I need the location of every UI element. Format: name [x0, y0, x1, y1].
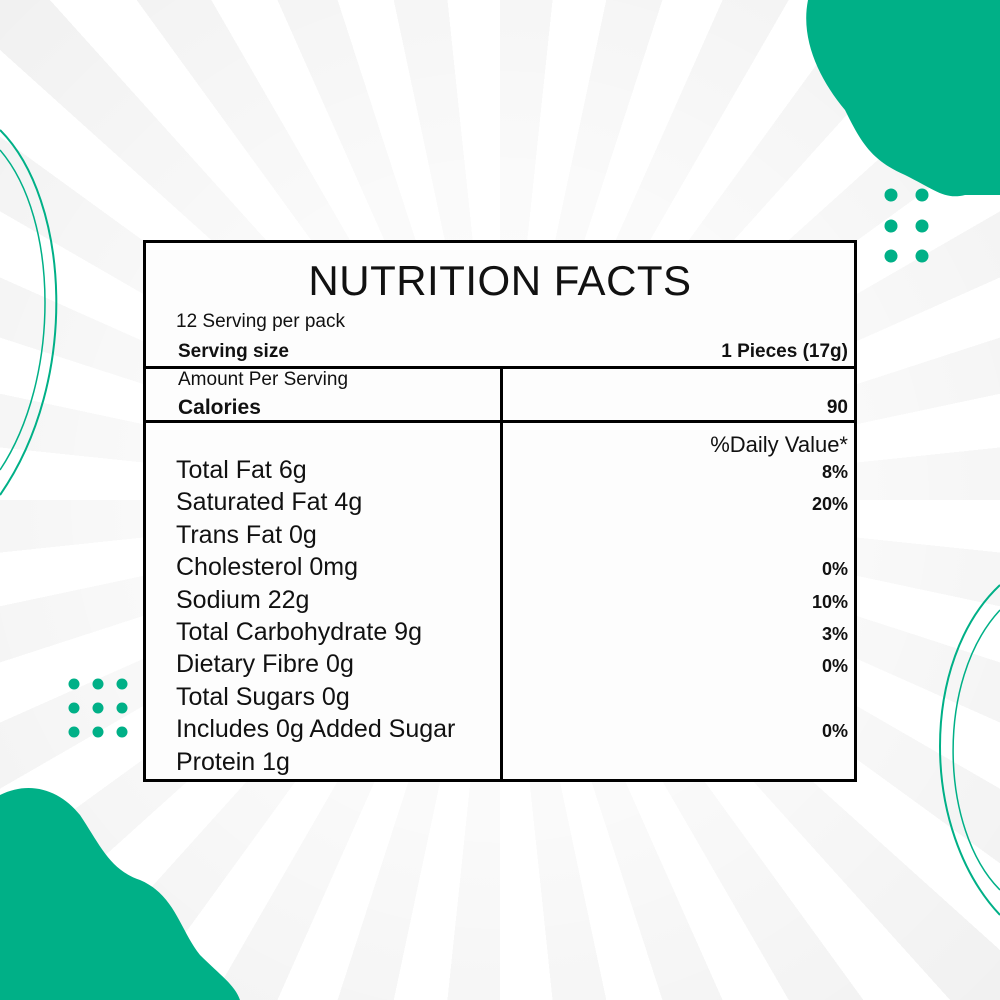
nutrient-name: Total Sugars 0g [176, 682, 350, 711]
left-arc-2 [0, 149, 46, 471]
nutrient-daily-value: 0% [821, 559, 848, 580]
right-arc-2 [952, 609, 1000, 891]
right-arc [939, 584, 1000, 916]
nutrient-daily-value: 0% [821, 656, 848, 677]
left-arc [0, 129, 58, 496]
nutrient-name: Includes 0g Added Sugar [176, 715, 456, 744]
nutrient-daily-value: 20% [811, 494, 848, 515]
dots-top-right [884, 188, 929, 263]
divider [146, 420, 854, 423]
nutrient-daily-value: 10% [811, 591, 848, 612]
nutrient-name: Dietary Fibre 0g [176, 650, 354, 679]
column-divider [500, 366, 503, 779]
nutrient-daily-value: 3% [821, 624, 848, 644]
nutrient-name: Total Carbohydrate 9g [176, 618, 422, 646]
serving-size-value: 1 Pieces (17g) [721, 341, 848, 362]
serving-size-label: Serving size [178, 341, 289, 362]
nutrient-name: Trans Fat 0g [176, 520, 317, 549]
nutrition-facts-label: NUTRITION FACTS 12 Serving per pack Serv… [143, 240, 857, 782]
calories-value: 90 [826, 397, 848, 418]
daily-value-header: %Daily Value* [710, 432, 848, 457]
amount-per-serving: Amount Per Serving [178, 369, 349, 390]
nutrient-name: Cholesterol 0mg [176, 553, 359, 582]
top-right-blob [806, 0, 1000, 197]
dots-left [68, 678, 128, 738]
nutrient-daily-value: 0% [821, 721, 848, 742]
nutrient-name: Saturated Fat 4g [176, 488, 363, 517]
nutrient-name: Total Fat 6g [176, 456, 307, 484]
label-title: NUTRITION FACTS [308, 257, 692, 304]
servings-per-pack: 12 Serving per pack [176, 311, 345, 332]
calories-label: Calories [178, 396, 261, 419]
nutrient-daily-value: 8% [821, 462, 848, 482]
nutrient-name: Sodium 22g [176, 585, 310, 614]
bottom-left-blob [0, 787, 240, 1000]
nutrient-name: Protein 1g [176, 747, 290, 776]
